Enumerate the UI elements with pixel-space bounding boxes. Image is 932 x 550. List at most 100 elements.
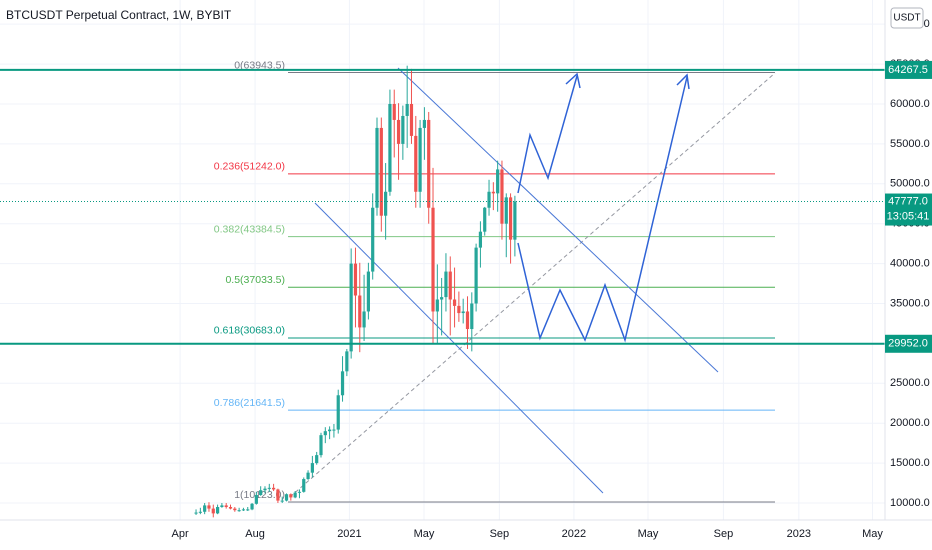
candle-body [319, 435, 323, 456]
candle-body [259, 490, 263, 496]
x-tick-label: Sep [490, 528, 510, 540]
candle-body [323, 431, 327, 436]
fib-label: 0.618(30683.0) [214, 325, 285, 337]
projection-path [517, 75, 578, 194]
fib-label: 0.236(51242.0) [214, 161, 285, 173]
candle-body [349, 263, 353, 352]
x-tick-label: May [862, 528, 883, 540]
candle-body [496, 169, 500, 194]
candle-body [306, 472, 310, 480]
y-tick-label: 60000.0 [890, 98, 930, 110]
candle-body [289, 494, 293, 498]
candle-body [362, 311, 366, 328]
fib-retracement: 0(63943.5) 0.236(51242.0) 0.382(43384.5) 0.… [214, 59, 775, 503]
candle-body [392, 103, 396, 120]
level-tag [885, 60, 932, 79]
candle-body [224, 505, 228, 507]
candle-body [272, 487, 276, 490]
fib-label: 0(63943.5) [234, 59, 285, 71]
candle-body [276, 489, 280, 501]
candle-body [267, 487, 271, 489]
candle-body [504, 197, 508, 224]
level-tag-label: 64267.5 [888, 64, 928, 76]
candle-body [284, 494, 289, 501]
candle-body [452, 299, 457, 306]
candle-body [384, 191, 388, 216]
candle-body [440, 297, 444, 300]
candle-body [194, 512, 198, 514]
x-tick-label: Sep [714, 528, 734, 540]
candle-body [422, 119, 427, 128]
x-tick-label: May [638, 528, 659, 540]
candle-body [220, 505, 224, 507]
candle-body [228, 506, 233, 509]
candle-body [353, 263, 358, 296]
x-tick-label: May [414, 528, 435, 540]
candles [194, 65, 517, 518]
chart-title: BTCUSDT Perpetual Contract, 1W, BYBIT [6, 8, 232, 22]
candle-body [345, 351, 349, 372]
candle-body [487, 191, 491, 208]
candle-body [461, 311, 465, 314]
candle-body [474, 247, 478, 304]
y-tick-label: 10000.0 [890, 497, 930, 509]
candle-body [340, 371, 345, 396]
candle-body [414, 135, 418, 192]
candle-body [396, 119, 401, 144]
last-price-tag [885, 193, 932, 226]
y-tick-label: 25000.0 [890, 377, 930, 389]
candle-body [435, 299, 439, 312]
price-axis [885, 0, 932, 550]
last-price-label: 47777.0 [888, 195, 928, 207]
candle-body [241, 509, 246, 511]
currency-button[interactable] [890, 7, 924, 29]
arrow-head [676, 73, 690, 90]
arrow-head [565, 72, 581, 89]
y-tick-label: 35000.0 [890, 297, 930, 309]
x-tick-label: 2022 [562, 528, 586, 540]
levels [0, 68, 885, 345]
fib-label: 0.786(21641.5) [214, 397, 285, 409]
candle-body [401, 115, 405, 144]
level-tag-label: 29952.0 [888, 338, 928, 350]
candle-body [457, 305, 461, 314]
candle-body [444, 271, 448, 298]
candle-body [379, 127, 383, 216]
candle-body [215, 506, 220, 514]
y-tick-label: 40000.0 [890, 257, 930, 269]
candle-body [500, 169, 504, 224]
x-tick-label: Aug [245, 528, 265, 540]
x-tick-label: Apr [172, 528, 189, 540]
candle-body [388, 103, 392, 192]
trend-line [289, 72, 776, 498]
candle-body [491, 191, 495, 194]
candle-body [336, 395, 340, 430]
candle-body [315, 455, 319, 464]
channel-line [314, 202, 604, 494]
candle-body [328, 429, 332, 432]
candle-body [418, 127, 422, 192]
fib-label: 0.382(43384.5) [214, 223, 285, 235]
projection-path [517, 76, 688, 343]
candle-body [358, 295, 362, 328]
level-tag [885, 334, 932, 353]
candle-body [366, 271, 370, 312]
candle-body [254, 495, 258, 504]
fib-label: 0.5(37033.5) [225, 274, 285, 286]
candle-body [293, 492, 297, 498]
candle-body [237, 510, 241, 512]
candle-body [246, 509, 250, 511]
candle-body [207, 505, 211, 509]
candle-body [297, 491, 302, 493]
candle-body [332, 429, 336, 431]
candle-body [409, 103, 414, 136]
candle-body [431, 207, 435, 312]
candle-body [203, 505, 207, 512]
candle-body [302, 479, 306, 492]
candle-body [250, 503, 254, 510]
currency-label: USDT [893, 13, 920, 24]
x-tick-label: 2023 [787, 528, 811, 540]
y-tick-label: 15000.0 [890, 457, 930, 469]
